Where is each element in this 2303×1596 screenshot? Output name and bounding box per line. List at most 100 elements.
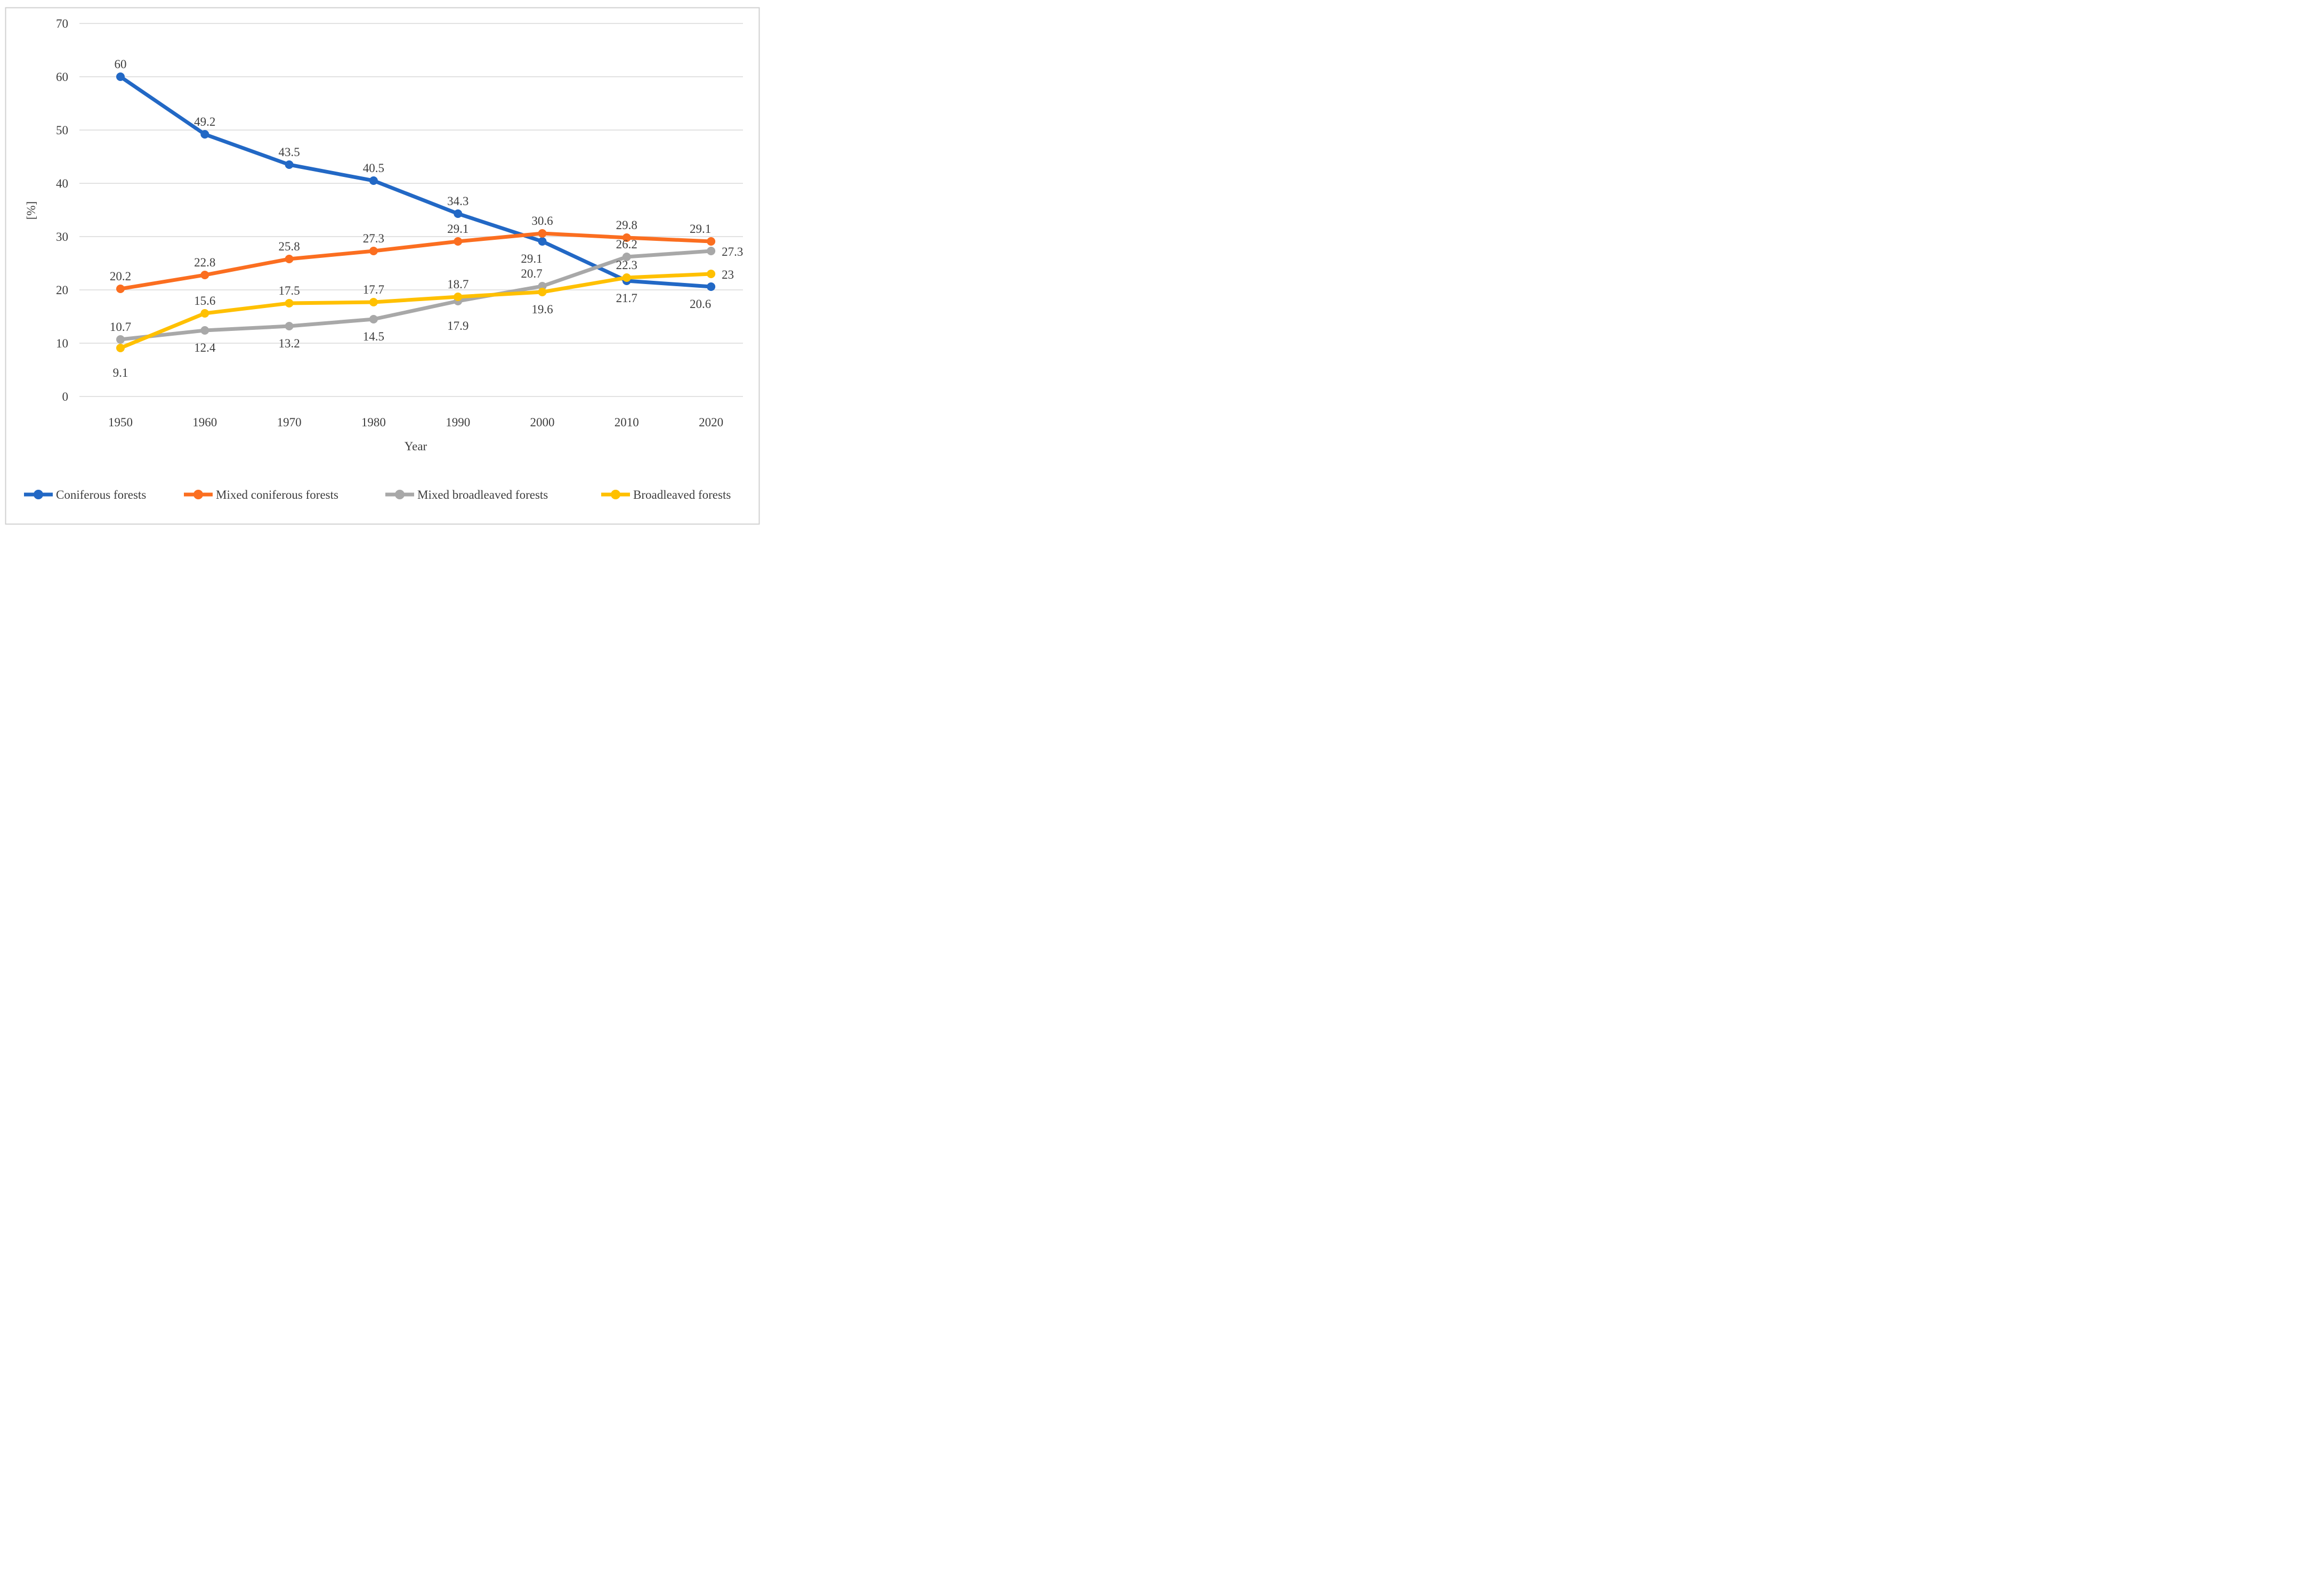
data-label: 20.7 [521, 267, 542, 280]
data-label: 22.3 [616, 258, 637, 272]
data-label: 13.2 [278, 337, 300, 350]
y-axis-title: [%] [25, 201, 38, 220]
y-axis-tick-label: 70 [56, 17, 68, 30]
series-line [118, 249, 713, 342]
legend-label: Coniferous forests [56, 488, 146, 501]
data-point-marker [116, 344, 125, 352]
data-label: 19.6 [531, 303, 553, 316]
series-mixed-coniferous-forests [116, 229, 716, 293]
data-point-marker [707, 282, 716, 291]
data-point-marker [538, 237, 547, 246]
data-point-marker [285, 255, 294, 263]
series-lines [116, 72, 716, 352]
gridlines [79, 23, 743, 397]
y-axis-tick-label: 10 [56, 337, 68, 350]
legend-dot-marker [395, 490, 405, 499]
data-label: 10.7 [110, 320, 131, 334]
data-point-marker [285, 299, 294, 307]
data-label: 29.1 [447, 222, 468, 236]
data-point-marker [538, 282, 547, 290]
data-point-marker [285, 160, 294, 169]
x-axis-title: Year [405, 440, 427, 453]
x-axis-tick-label: 1960 [192, 416, 217, 429]
y-axis-tick-label: 60 [56, 70, 68, 84]
y-axis-tick-label: 0 [62, 390, 69, 403]
data-point-marker [538, 229, 547, 238]
data-label: 49.2 [194, 115, 215, 128]
data-label: 25.8 [278, 240, 300, 253]
legend-label: Mixed broadleaved forests [417, 488, 548, 501]
data-label: 26.2 [616, 238, 637, 251]
legend-dot-marker [34, 490, 43, 499]
data-label: 18.7 [447, 278, 468, 291]
data-point-marker [454, 293, 463, 301]
data-point-marker [622, 273, 631, 282]
data-label: 20.6 [690, 297, 711, 311]
y-axis-tick-label: 20 [56, 283, 68, 297]
data-point-marker [369, 315, 378, 323]
legend-item-mixed-coniferous-forests: Mixed coniferous forests [184, 488, 338, 501]
x-axis-tick-label: 1990 [446, 416, 470, 429]
data-point-marker [200, 271, 209, 279]
legend-label: Broadleaved forests [633, 488, 731, 501]
forest-cover-line-chart: 0 10 20 30 40 50 60 70 1950 1960 1970 1980 1990 2000 2… [0, 0, 767, 532]
data-label: 29.1 [521, 252, 542, 265]
series-line [118, 75, 713, 289]
data-label: 27.3 [363, 232, 384, 245]
x-axis-tick-label: 2020 [699, 416, 723, 429]
data-point-marker [116, 72, 125, 81]
x-axis-tick-label: 1950 [108, 416, 133, 429]
legend-item-coniferous-forests: Coniferous forests [24, 488, 146, 501]
data-point-marker [707, 237, 716, 246]
legend-dot-marker [611, 490, 620, 499]
data-label: 15.6 [194, 294, 215, 307]
data-point-marker [454, 209, 463, 218]
x-axis-tick-label: 2010 [615, 416, 639, 429]
data-point-marker [116, 285, 125, 293]
data-point-marker [369, 176, 378, 185]
x-axis-tick-label: 1970 [277, 416, 302, 429]
data-point-marker [285, 322, 294, 330]
data-labels: 60 49.2 43.5 40.5 34.3 29.1 21.7 20.6 20.2 22.8 25… [110, 58, 743, 379]
data-point-marker [707, 247, 716, 255]
data-label: 29.8 [616, 218, 637, 232]
data-point-marker [200, 309, 209, 318]
data-label: 14.5 [363, 330, 384, 343]
data-point-marker [369, 298, 378, 306]
data-point-marker [622, 233, 631, 242]
data-label: 20.2 [110, 270, 131, 283]
data-point-marker [200, 326, 209, 335]
data-label: 30.6 [531, 214, 553, 228]
y-axis-tick-label: 40 [56, 177, 68, 190]
series-line [118, 231, 713, 291]
axis-titles: [%] Year [25, 201, 427, 453]
data-label: 9.1 [113, 366, 128, 379]
data-label: 22.8 [194, 256, 215, 269]
data-label: 12.4 [194, 341, 216, 354]
legend: Coniferous forests Mixed coniferous fores… [24, 488, 731, 501]
legend-label: Mixed coniferous forests [216, 488, 338, 501]
legend-dot-marker [193, 490, 203, 499]
data-label: 17.5 [278, 284, 300, 297]
data-label: 29.1 [690, 222, 711, 236]
data-label: 43.5 [278, 145, 300, 159]
y-axis-tick-label: 50 [56, 124, 68, 137]
data-label: 17.7 [363, 283, 384, 296]
y-axis-tick-label: 30 [56, 230, 68, 244]
x-axis-tick-label: 1980 [361, 416, 386, 429]
series-coniferous-forests [116, 72, 716, 291]
data-point-marker [200, 130, 209, 139]
data-point-marker [454, 237, 463, 246]
chart-border [5, 7, 760, 525]
data-point-marker [116, 335, 125, 344]
x-axis-tick-label: 2000 [530, 416, 555, 429]
data-label: 17.9 [447, 319, 468, 333]
data-point-marker [538, 288, 547, 296]
data-label: 60 [115, 58, 127, 71]
series-line [118, 272, 713, 350]
series-mixed-broadleaved-forests [116, 247, 716, 344]
data-label: 34.3 [447, 195, 468, 208]
data-point-marker [622, 253, 631, 261]
series-broadleaved-forests [116, 270, 716, 352]
data-point-marker [369, 247, 378, 255]
